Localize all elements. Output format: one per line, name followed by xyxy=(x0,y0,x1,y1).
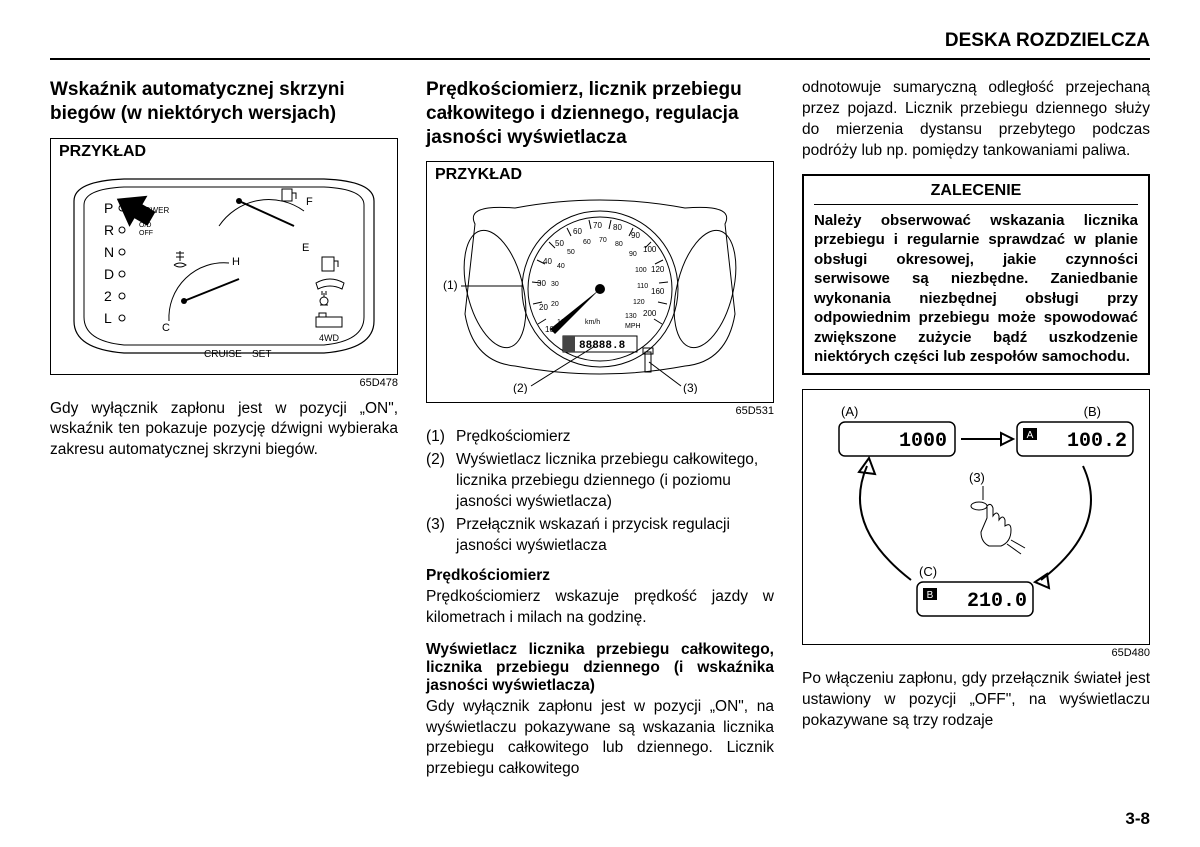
col1-example-label: PRZYKŁAD xyxy=(51,139,397,165)
list-text: Przełącznik wskazań i przycisk regulacji… xyxy=(456,515,774,557)
col1-heading: Wskaźnik automatycznej skrzyni biegów (w… xyxy=(50,78,398,126)
svg-text:SET: SET xyxy=(252,349,271,360)
list-item: (2) Wyświetlacz licznika przebiegu całko… xyxy=(426,450,774,513)
svg-text:120: 120 xyxy=(633,299,645,306)
column-1: Wskaźnik automatycznej skrzyni biegów (w… xyxy=(50,78,398,780)
svg-text:20: 20 xyxy=(551,301,559,308)
svg-text:210.0: 210.0 xyxy=(967,590,1027,613)
svg-text:100: 100 xyxy=(643,245,657,254)
svg-text:30: 30 xyxy=(537,279,546,288)
svg-text:20: 20 xyxy=(539,303,548,312)
svg-text:120: 120 xyxy=(651,265,665,274)
svg-text:POWER: POWER xyxy=(139,206,169,215)
col3-bottom-body: Po włączeniu zapłonu, gdy przełącznik św… xyxy=(802,669,1150,732)
svg-text:H: H xyxy=(232,256,240,268)
svg-text:P: P xyxy=(104,200,113,216)
recommendation-body: Należy obserwować wskazania licznika prz… xyxy=(814,211,1138,367)
svg-text:C: C xyxy=(162,322,170,334)
svg-text:(3): (3) xyxy=(969,470,985,485)
svg-text:1000: 1000 xyxy=(899,430,947,453)
list-num: (1) xyxy=(426,427,456,448)
svg-text:CRUISE: CRUISE xyxy=(204,349,242,360)
col2-fig-code: 65D531 xyxy=(426,405,774,417)
svg-text:70: 70 xyxy=(593,221,602,230)
col2-sub2-body: Gdy wyłącznik zapłonu jest w pozycji „ON… xyxy=(426,697,774,781)
svg-text:160: 160 xyxy=(651,287,665,296)
col2-example-label: PRZYKŁAD xyxy=(427,162,773,188)
svg-text:(3): (3) xyxy=(683,381,698,394)
svg-text:F: F xyxy=(306,196,313,208)
svg-text:A: A xyxy=(1027,430,1034,441)
svg-text:60: 60 xyxy=(573,227,582,236)
svg-text:OFF: OFF xyxy=(139,230,153,237)
col3-fig-code: 65D480 xyxy=(802,647,1150,659)
svg-text:80: 80 xyxy=(615,241,623,248)
page-header: DESKA ROZDZIELCZA xyxy=(50,30,1150,60)
svg-text:E: E xyxy=(302,242,309,254)
recommendation-box: ZALECENIE Należy obserwować wskazania li… xyxy=(802,174,1150,375)
svg-text:N: N xyxy=(104,244,114,260)
svg-text:130: 130 xyxy=(625,313,637,320)
svg-text:100.2: 100.2 xyxy=(1067,430,1127,453)
svg-text:100: 100 xyxy=(635,267,647,274)
list-text: Prędkościomierz xyxy=(456,427,571,448)
list-num: (2) xyxy=(426,450,456,513)
col1-diagram: P R N D 2 L POWER O/D xyxy=(51,165,397,374)
recommendation-title: ZALECENIE xyxy=(814,182,1138,205)
content-columns: Wskaźnik automatycznej skrzyni biegów (w… xyxy=(50,78,1150,780)
svg-text:80: 80 xyxy=(613,223,622,232)
svg-text:70: 70 xyxy=(599,237,607,244)
col1-example-box: PRZYKŁAD P R N D 2 L xyxy=(50,138,398,375)
svg-text:88888.8: 88888.8 xyxy=(579,340,626,352)
svg-text:(C): (C) xyxy=(919,564,937,579)
list-item: (1) Prędkościomierz xyxy=(426,427,774,448)
svg-text:110: 110 xyxy=(637,283,648,290)
col2-heading: Prędkościomierz, licznik przebiegu całko… xyxy=(426,78,774,149)
col1-fig-code: 65D478 xyxy=(50,377,398,389)
col2-diagram: 10 20 30 40 50 60 70 80 90 100 120 160 2… xyxy=(427,188,773,402)
col2-sub1-title: Prędkościomierz xyxy=(426,567,774,585)
svg-text:200: 200 xyxy=(643,309,657,318)
svg-text:B: B xyxy=(927,590,934,601)
svg-text:(2): (2) xyxy=(513,381,528,394)
col2-sub2-title: Wyświetlacz licznika przebiegu całkowite… xyxy=(426,641,774,695)
col2-example-box: PRZYKŁAD xyxy=(426,161,774,403)
col3-diagram-box: (A) 1000 (B) A 100.2 (C) B xyxy=(802,389,1150,645)
svg-text:O/D: O/D xyxy=(139,222,151,229)
svg-text:4WD: 4WD xyxy=(319,333,340,343)
page-number: 3-8 xyxy=(1125,809,1150,829)
list-num: (3) xyxy=(426,515,456,557)
svg-text:MPH: MPH xyxy=(625,323,641,330)
column-2: Prędkościomierz, licznik przebiegu całko… xyxy=(426,78,774,780)
svg-text:L: L xyxy=(104,310,112,326)
svg-text:40: 40 xyxy=(557,263,565,270)
svg-text:50: 50 xyxy=(567,249,575,256)
list-item: (3) Przełącznik wskazań i przycisk regul… xyxy=(426,515,774,557)
svg-text:(A): (A) xyxy=(841,404,858,419)
col2-sub1-body: Prędkościomierz wskazuje prędkość jazdy … xyxy=(426,587,774,629)
svg-text:50: 50 xyxy=(555,239,564,248)
svg-text:(1): (1) xyxy=(443,278,458,292)
svg-text:D: D xyxy=(104,266,114,282)
svg-text:R: R xyxy=(104,222,114,238)
col3-top-body: odnotowuje sumaryczną odległość przejech… xyxy=(802,78,1150,162)
svg-text:90: 90 xyxy=(629,251,637,258)
col1-body: Gdy wyłącznik zapłonu jest w pozycji „ON… xyxy=(50,399,398,462)
svg-text:km/h: km/h xyxy=(585,319,600,326)
column-3: odnotowuje sumaryczną odległość przejech… xyxy=(802,78,1150,780)
svg-text:(B): (B) xyxy=(1084,404,1101,419)
svg-text:30: 30 xyxy=(551,281,559,288)
col3-diagram: (A) 1000 (B) A 100.2 (C) B xyxy=(803,390,1149,644)
svg-text:40: 40 xyxy=(543,257,552,266)
svg-text:2: 2 xyxy=(104,288,112,304)
list-text: Wyświetlacz licznika przebiegu całkowite… xyxy=(456,450,774,513)
svg-text:90: 90 xyxy=(631,231,640,240)
svg-text:60: 60 xyxy=(583,239,591,246)
